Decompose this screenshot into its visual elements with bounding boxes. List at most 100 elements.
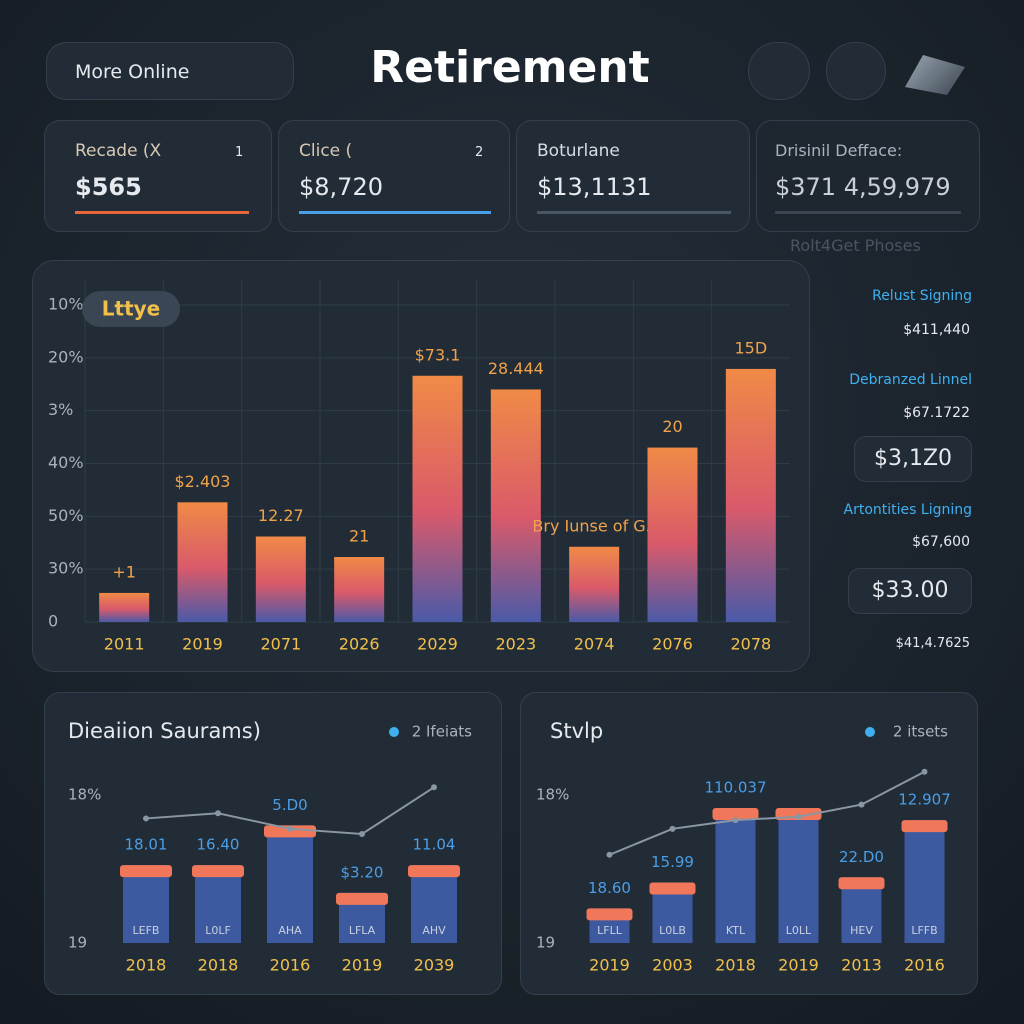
bar (177, 502, 228, 622)
x-tick-label: 2018 (126, 956, 167, 975)
more-online-button[interactable]: More Online (46, 42, 294, 100)
side-highlight: $33.00 (848, 568, 972, 614)
bar-label: $2.403 (175, 472, 231, 491)
bar-cap (901, 820, 948, 833)
x-tick-label: 2039 (414, 956, 455, 975)
bar-cap (712, 808, 759, 821)
trend-point (795, 813, 802, 820)
bar-cap (649, 882, 696, 895)
card-value: $13,1131 (537, 173, 652, 201)
legend-pill (82, 291, 180, 327)
legend: 2 Ifeiats (412, 723, 472, 741)
x-tick-label: 2016 (904, 956, 945, 975)
bar (99, 592, 150, 622)
card-label: Clice ( (299, 141, 353, 161)
card-bar (537, 211, 731, 214)
bar (490, 389, 541, 622)
bar-label: 18.60 (588, 879, 631, 897)
bar-inner-label: LFLA (349, 924, 376, 937)
trend-point (732, 817, 739, 824)
power-button[interactable] (826, 42, 886, 100)
side-value: $411,440 (903, 322, 970, 338)
y-axis-label: 3% (48, 400, 73, 419)
card-bar (775, 211, 961, 214)
bar-inner-label: L0LB (659, 924, 686, 937)
x-tick-label: 2071 (260, 635, 301, 654)
title: Retirement (370, 42, 650, 93)
side-title: Relust Signing (872, 288, 972, 304)
bar-label: +1 (112, 562, 136, 581)
trend-point (359, 831, 365, 838)
bar (411, 865, 457, 943)
bar (267, 825, 313, 943)
x-tick-label: 2023 (495, 635, 536, 654)
bar-inner-label: AHV (422, 924, 446, 937)
bar-cap (408, 865, 460, 878)
bar-label: 22.D0 (839, 848, 884, 866)
legend: 2 itsets (893, 723, 948, 741)
card-bar (75, 211, 249, 214)
bar-label: 15D (734, 338, 767, 357)
x-tick-label: 2026 (339, 635, 380, 654)
bar (778, 808, 819, 943)
side-value: $67,600 (912, 534, 970, 550)
bar-label: 16.40 (197, 836, 240, 854)
bar-label: 18.01 (125, 836, 168, 854)
x-tick-label: 2019 (778, 956, 819, 975)
y-axis-label: 19 (68, 934, 87, 952)
bar (412, 375, 463, 622)
shield-button[interactable] (748, 42, 810, 100)
y-axis-label: 50% (48, 506, 84, 525)
side-title: Artontities Ligning (843, 502, 972, 518)
bar-cap (120, 865, 172, 878)
x-tick-label: 2018 (198, 956, 239, 975)
y-axis-label: 0 (48, 612, 58, 631)
bar-label: $3.20 (341, 863, 384, 881)
y-axis-label: 19 (536, 934, 555, 952)
bar-cap (586, 908, 633, 921)
bar (647, 447, 698, 622)
card: Clice ( 2 $8,720 (278, 120, 510, 232)
bar-label: 5.D0 (272, 796, 307, 814)
card-badge: 2 (475, 145, 484, 160)
trend-line (609, 770, 925, 856)
x-tick-label: 2016 (270, 956, 311, 975)
bar-label: 12.27 (258, 506, 304, 525)
side-caption: Rolt4Get Phoses (790, 236, 921, 255)
bar-cap (838, 877, 885, 890)
bar-label: 15.99 (651, 853, 694, 871)
side-footer: $41,4.7625 (895, 636, 970, 651)
card-value: $371 4,59,979 (775, 173, 951, 201)
trend-point (606, 851, 613, 858)
legend-dot (389, 727, 399, 737)
trend-point (287, 825, 293, 832)
card-label: Drisinil Defface: (775, 141, 903, 160)
bar-inner-label: LFLL (597, 924, 623, 937)
side-title: Debranzed Linnel (849, 372, 972, 388)
bar-inner-label: HEV (850, 924, 873, 937)
bar (725, 368, 776, 622)
chart-title: Stvlp (550, 719, 603, 743)
legend: Lttye (102, 297, 160, 321)
y-axis-label: 18% (68, 786, 101, 804)
trend-point (143, 815, 149, 822)
legend-dot (865, 727, 875, 737)
bar-inner-label: L0LL (786, 924, 812, 937)
card: Drisinil Defface: $371 4,59,979 (756, 120, 980, 232)
x-tick-label: 2078 (730, 635, 771, 654)
x-tick-label: 2003 (652, 956, 693, 975)
x-tick-label: 2019 (182, 635, 223, 654)
trend-point (215, 810, 221, 817)
card: Recade (X 1 $565 (44, 120, 272, 232)
bar-label: 20 (662, 417, 682, 436)
bar-label: $73.1 (415, 345, 461, 364)
card-label: Recade (X (75, 141, 162, 161)
side-value: $67.1722 (903, 405, 970, 421)
bar-label: 11.04 (413, 836, 456, 854)
card-label: Boturlane (537, 141, 620, 161)
bar-label: Bry Iunse of G5 (532, 516, 655, 535)
button-label: More Online (75, 61, 190, 83)
card: Boturlane $13,1131 (516, 120, 750, 232)
bar-inner-label: KTL (726, 924, 746, 937)
